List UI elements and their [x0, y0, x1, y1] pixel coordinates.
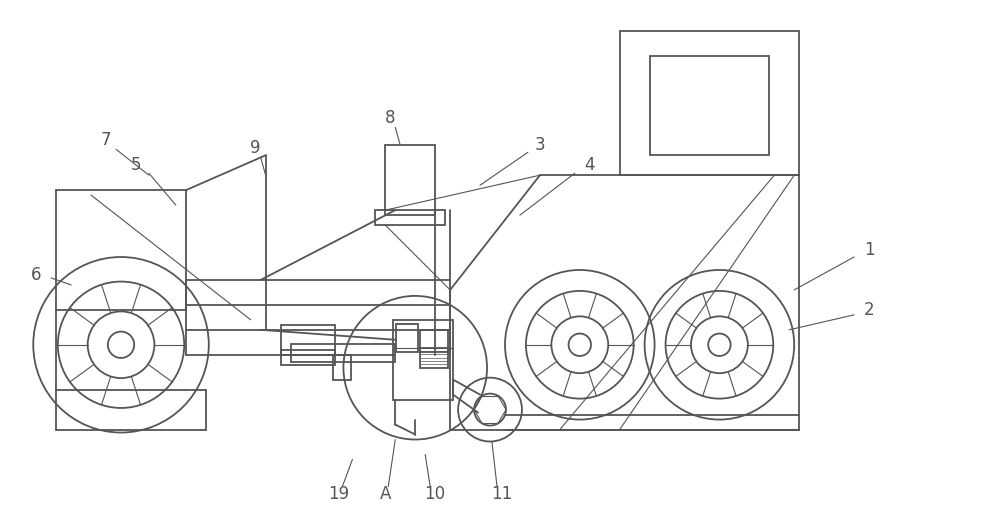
Bar — [650, 55, 769, 155]
Text: 5: 5 — [131, 156, 141, 174]
Bar — [281, 350, 335, 364]
Text: 7: 7 — [101, 131, 111, 149]
Bar — [281, 325, 335, 355]
Bar — [420, 330, 448, 352]
Text: 4: 4 — [585, 156, 595, 174]
Text: A: A — [380, 485, 391, 504]
Bar — [420, 348, 448, 368]
Text: 1: 1 — [864, 241, 874, 259]
Bar — [291, 344, 395, 362]
Text: 11: 11 — [491, 485, 513, 504]
Bar — [620, 31, 799, 175]
Text: 9: 9 — [250, 139, 261, 157]
Text: 2: 2 — [864, 301, 874, 319]
Bar — [333, 355, 351, 379]
Bar — [385, 145, 435, 215]
Text: 3: 3 — [535, 136, 545, 154]
Text: 10: 10 — [425, 485, 446, 504]
Bar — [396, 324, 418, 352]
Bar — [375, 210, 445, 225]
Text: 6: 6 — [31, 266, 41, 284]
Text: 8: 8 — [385, 110, 396, 127]
Text: 19: 19 — [328, 485, 349, 504]
Bar — [393, 320, 453, 400]
